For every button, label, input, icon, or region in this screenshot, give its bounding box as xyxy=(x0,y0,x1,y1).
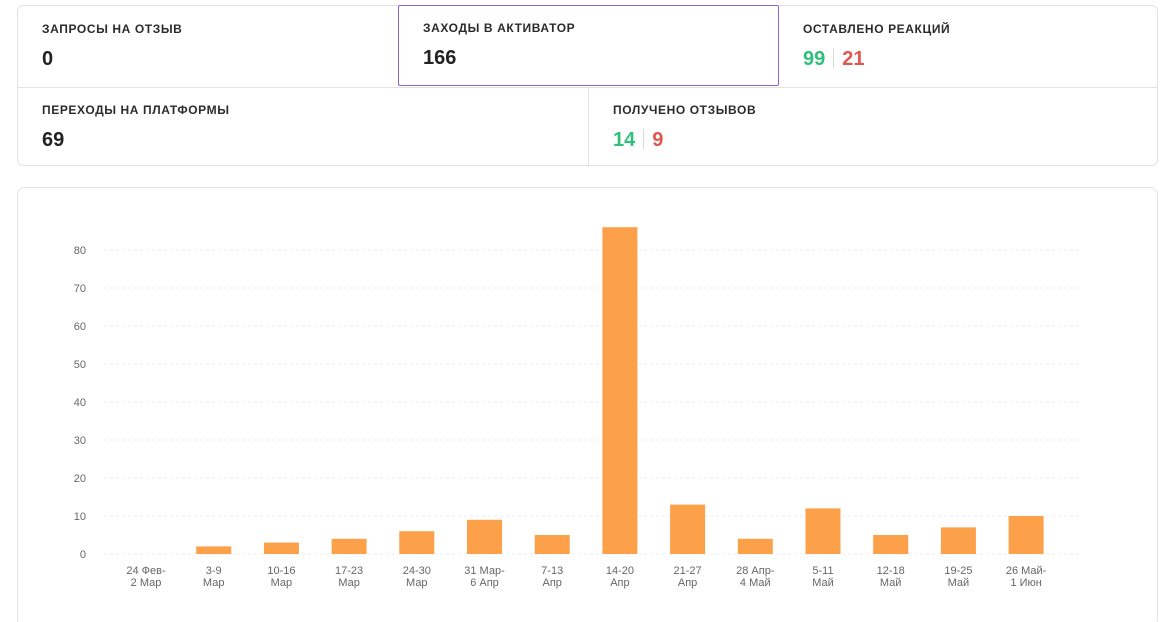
bar xyxy=(467,519,502,554)
positive-count: 99 xyxy=(803,48,826,70)
bar xyxy=(670,504,706,554)
x-tick-label: 10-16 Мар xyxy=(267,565,295,589)
x-tick-label: 14-20 Апр xyxy=(606,565,634,589)
stat-label: ОСТАВЛЕНО РЕАКЦИЙ xyxy=(803,22,951,36)
stat-label: ЗАХОДЫ В АКТИВАТОР xyxy=(423,21,576,35)
stat-value: 99 21 xyxy=(803,48,1159,71)
stat-label: ПОЛУЧЕНО ОТЗЫВОВ xyxy=(613,103,757,117)
x-tick-label: 24-30 Мар xyxy=(403,565,431,589)
y-tick-label: 60 xyxy=(74,321,86,333)
y-tick-label: 70 xyxy=(74,283,86,295)
chart-card: 0 10 20 30 40 50 60 70 80 24 Фев-2 Мар 3-9 Мар 10-16… xyxy=(17,187,1158,622)
stat-activator-visits[interactable]: ЗАХОДЫ В АКТИВАТОР 166 xyxy=(398,5,779,86)
stats-panel: ЗАПРОСЫ НА ОТЗЫВ 0 ОСТАВЛЕНО РЕАКЦИЙ 99 2… xyxy=(17,5,1159,167)
y-tick-label: 0 xyxy=(80,549,86,561)
x-tick-label: 7-13 Апр xyxy=(541,565,563,589)
bar xyxy=(331,538,367,554)
x-tick-label: 5-11 Май xyxy=(812,565,834,589)
bar xyxy=(196,546,232,554)
negative-count: 9 xyxy=(652,129,664,151)
y-tick-label: 10 xyxy=(74,511,86,523)
stat-value: 69 xyxy=(42,129,65,151)
y-tick-label: 30 xyxy=(74,435,86,447)
x-tick-label: 19-25 Май xyxy=(944,565,972,589)
x-tick-label: 12-18 Май xyxy=(877,565,905,589)
stat-reviews-received[interactable]: ПОЛУЧЕНО ОТЗЫВОВ 14 9 xyxy=(588,87,1159,167)
bar xyxy=(873,535,909,554)
bar xyxy=(399,531,435,554)
x-tick-label: 17-23 Мар xyxy=(335,565,363,589)
stat-value: 14 9 xyxy=(613,129,1159,152)
stat-value: 0 xyxy=(42,48,54,70)
bar-chart: 0 10 20 30 40 50 60 70 80 24 Фев-2 Мар 3-9 Мар 10-16… xyxy=(74,227,1080,589)
x-tick-label: 21-27 Апр xyxy=(674,565,702,589)
stat-label: ПЕРЕХОДЫ НА ПЛАТФОРМЫ xyxy=(42,103,230,117)
y-tick-label: 20 xyxy=(74,473,86,485)
y-tick-label: 80 xyxy=(74,245,86,257)
bar xyxy=(263,542,299,554)
x-tick-label: 31 Мар-6 Апр xyxy=(464,565,505,589)
value-divider xyxy=(643,129,645,149)
y-tick-label: 40 xyxy=(74,397,86,409)
stat-label: ЗАПРОСЫ НА ОТЗЫВ xyxy=(42,22,183,36)
row-divider xyxy=(18,87,1157,88)
x-tick-label: 26 Май-1 Июн xyxy=(1006,565,1047,589)
x-tick-label: 24 Фев-2 Мар xyxy=(126,565,166,589)
stat-reactions-left[interactable]: ОСТАВЛЕНО РЕАКЦИЙ 99 21 xyxy=(779,6,1159,86)
bar xyxy=(1008,516,1044,554)
stat-value: 166 xyxy=(423,47,457,69)
stat-review-requests[interactable]: ЗАПРОСЫ НА ОТЗЫВ 0 xyxy=(18,6,398,86)
positive-count: 14 xyxy=(613,129,636,151)
x-tick-label: 28 Апр-4 Май xyxy=(736,565,775,589)
bar xyxy=(602,227,638,554)
bar xyxy=(940,527,976,554)
x-tick-label: 3-9 Мар xyxy=(203,565,225,589)
bar xyxy=(805,508,841,554)
negative-count: 21 xyxy=(842,48,865,70)
y-tick-label: 50 xyxy=(74,359,86,371)
bar xyxy=(737,538,773,554)
value-divider xyxy=(833,48,835,68)
stat-platform-transitions[interactable]: ПЕРЕХОДЫ НА ПЛАТФОРМЫ 69 xyxy=(18,87,588,167)
bar xyxy=(534,535,570,554)
